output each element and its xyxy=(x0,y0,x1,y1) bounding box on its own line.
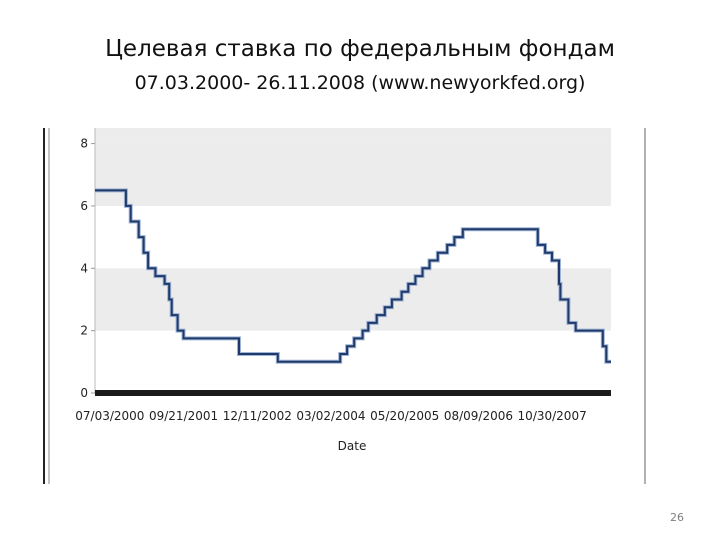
x-tick-label: 12/11/2002 xyxy=(223,409,292,423)
grid-band xyxy=(95,268,611,331)
slide-title: Целевая ставка по федеральным фондам xyxy=(105,36,615,62)
grid-band xyxy=(95,143,611,206)
series-line xyxy=(95,189,611,363)
x-axis-ticks: 07/03/2000 09/21/2001 12/11/2002 03/02/2004… xyxy=(75,409,586,423)
x-axis-title: Date xyxy=(338,439,367,453)
series-layer xyxy=(95,188,611,364)
y-tick-label: 6 xyxy=(80,199,88,213)
y-axis-ticks: 0 2 4 6 8 xyxy=(80,137,95,400)
y-tick-label: 2 xyxy=(80,324,88,338)
y-tick-label: 8 xyxy=(80,137,88,151)
y-tick-label: 4 xyxy=(80,261,88,275)
x-tick-label: 09/21/2001 xyxy=(149,409,218,423)
x-tick-label: 10/30/2007 xyxy=(518,409,587,423)
grid-band xyxy=(95,128,611,144)
grid-bands xyxy=(95,128,611,331)
x-tick-label: 07/03/2000 xyxy=(75,409,144,423)
x-tick-label: 08/09/2006 xyxy=(444,409,513,423)
page-number: 26 xyxy=(670,511,684,524)
x-tick-label: 03/02/2004 xyxy=(296,409,365,423)
slide-subtitle: 07.03.2000- 26.11.2008 (www.newyorkfed.o… xyxy=(134,72,586,94)
y-tick-label: 0 xyxy=(80,386,88,400)
x-tick-label: 05/20/2005 xyxy=(370,409,439,423)
